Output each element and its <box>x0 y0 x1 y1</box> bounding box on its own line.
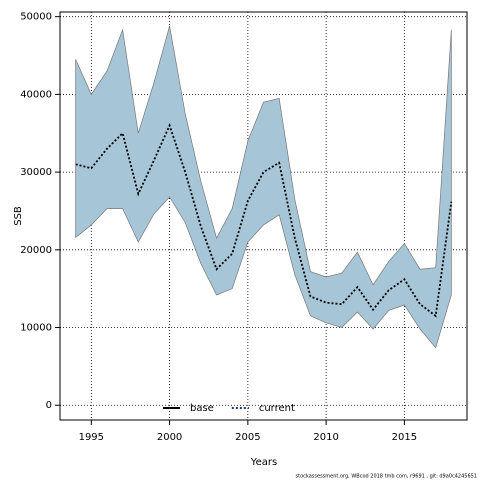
series-line <box>75 122 453 318</box>
x-tick-label: 1995 <box>79 432 104 443</box>
x-tick-label: 2000 <box>157 432 182 443</box>
y-tick-label: 50000 <box>20 12 52 23</box>
x-tick-label: 2010 <box>313 432 338 443</box>
y-axis-label: SSB <box>13 206 24 226</box>
legend-label: current <box>259 403 295 414</box>
plot-frame <box>59 11 468 421</box>
y-tick-label: 10000 <box>20 323 52 334</box>
x-axis-label: Years <box>250 457 277 468</box>
x-tick-label: 2005 <box>235 432 260 443</box>
y-tick-label: 20000 <box>20 245 52 256</box>
x-tick-label: 2015 <box>392 432 417 443</box>
legend-label: base <box>190 403 214 414</box>
footer: stockassessment.org, WBcod 2018 tmb com,… <box>296 474 477 480</box>
y-tick-label: 30000 <box>20 167 52 178</box>
confidence-band <box>75 25 452 349</box>
y-tick-label: 0 <box>46 400 52 411</box>
y-tick-label: 40000 <box>20 89 52 100</box>
